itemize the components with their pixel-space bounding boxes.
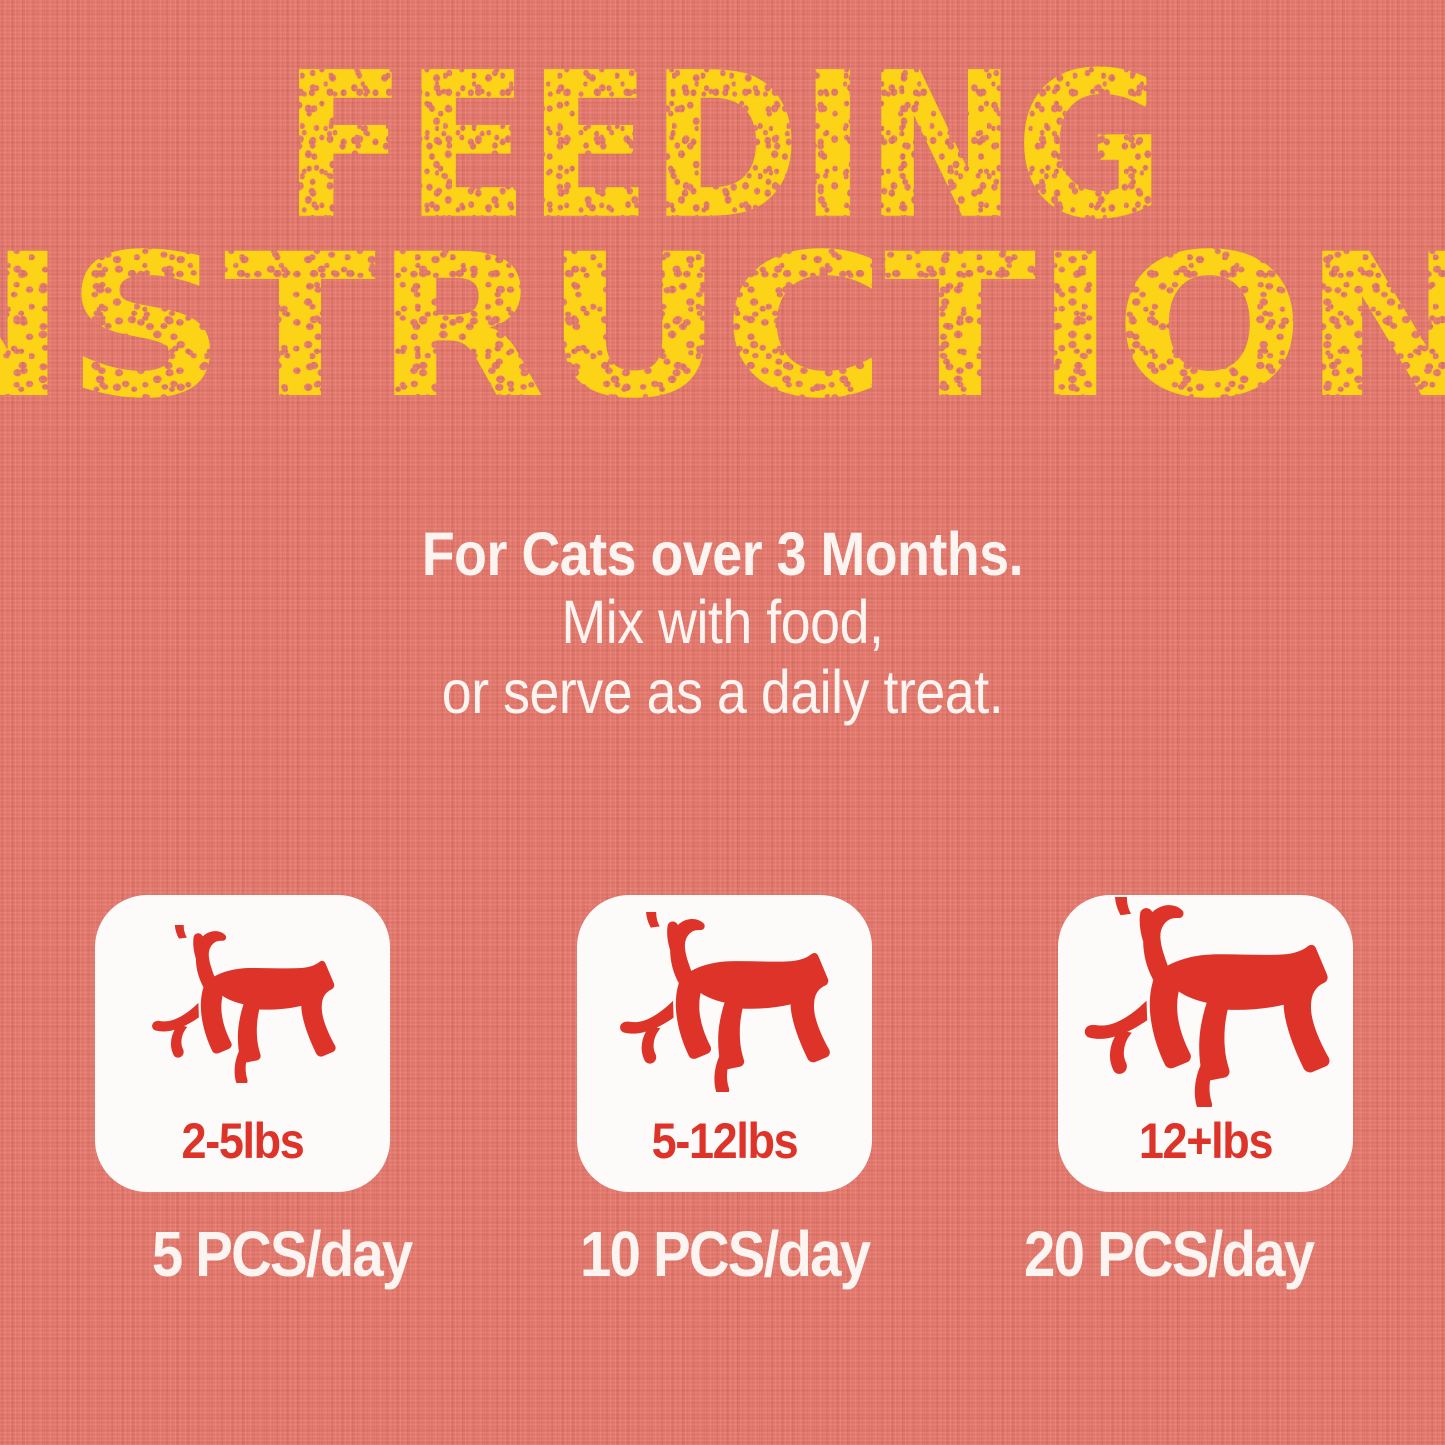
page-title: FEEDING INSTRUCTIONS bbox=[0, 28, 1445, 425]
weight-label: 12+lbs bbox=[1138, 1113, 1274, 1169]
dosage-medium: 10 PCS/day bbox=[580, 1218, 871, 1290]
dosage-row: 5 PCS/day 10 PCS/day 20 PCS/day bbox=[60, 1222, 1390, 1312]
weight-label: 5-12lbs bbox=[651, 1113, 798, 1169]
weight-class-card-row: 2-5lbs 5-12lbs bbox=[95, 895, 1353, 1192]
copy-line-mix-with-food: Mix with food, bbox=[561, 587, 884, 656]
copy-line-age-requirement: For Cats over 3 Months. bbox=[421, 520, 1024, 588]
dosage-small: 5 PCS/day bbox=[151, 1218, 413, 1290]
walking-cat-icon bbox=[138, 925, 348, 1083]
copy-line-daily-treat: or serve as a daily treat. bbox=[441, 658, 1004, 727]
dosage-large: 20 PCS/day bbox=[1023, 1218, 1315, 1290]
title-line-feeding: FEEDING bbox=[282, 28, 1164, 264]
walking-cat-icon bbox=[604, 912, 844, 1092]
weight-class-card-medium: 5-12lbs bbox=[576, 895, 872, 1192]
weight-class-card-large: 12+lbs bbox=[1058, 895, 1353, 1192]
weight-class-card-small: 2-5lbs bbox=[95, 895, 390, 1192]
instructions-body-copy: For Cats over 3 Months. Mix with food, o… bbox=[0, 522, 1445, 728]
title-line-instructions: INSTRUCTIONS bbox=[0, 210, 1445, 442]
walking-cat-icon bbox=[1066, 897, 1346, 1107]
weight-label: 2-5lbs bbox=[181, 1113, 305, 1169]
